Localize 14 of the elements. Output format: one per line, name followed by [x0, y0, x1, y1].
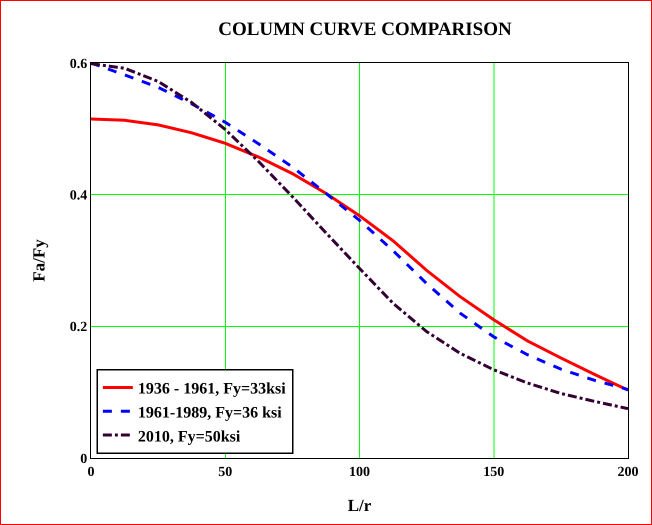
- y-tick-label: 0.2: [70, 320, 88, 336]
- y-tick-label: 0.4: [70, 188, 88, 204]
- y-tick-label: 0: [80, 452, 88, 467]
- legend-label: 1961-1989, Fy=36 ksi: [138, 404, 282, 422]
- legend-label: 1936 - 1961, Fy=33ksi: [138, 380, 286, 398]
- x-axis-title: L/r: [348, 496, 372, 516]
- y-axis-title: Fa/Fy: [29, 238, 48, 282]
- y-tick-label: 0.6: [70, 56, 88, 72]
- x-tick-label: 50: [218, 464, 232, 480]
- x-tick-label: 150: [483, 464, 504, 480]
- x-tick-label: 200: [618, 464, 638, 480]
- x-tick-label: 100: [349, 464, 370, 480]
- legend-label: 2010, Fy=50ksi: [138, 428, 241, 446]
- chart-title: COLUMN CURVE COMPARISON: [218, 19, 512, 40]
